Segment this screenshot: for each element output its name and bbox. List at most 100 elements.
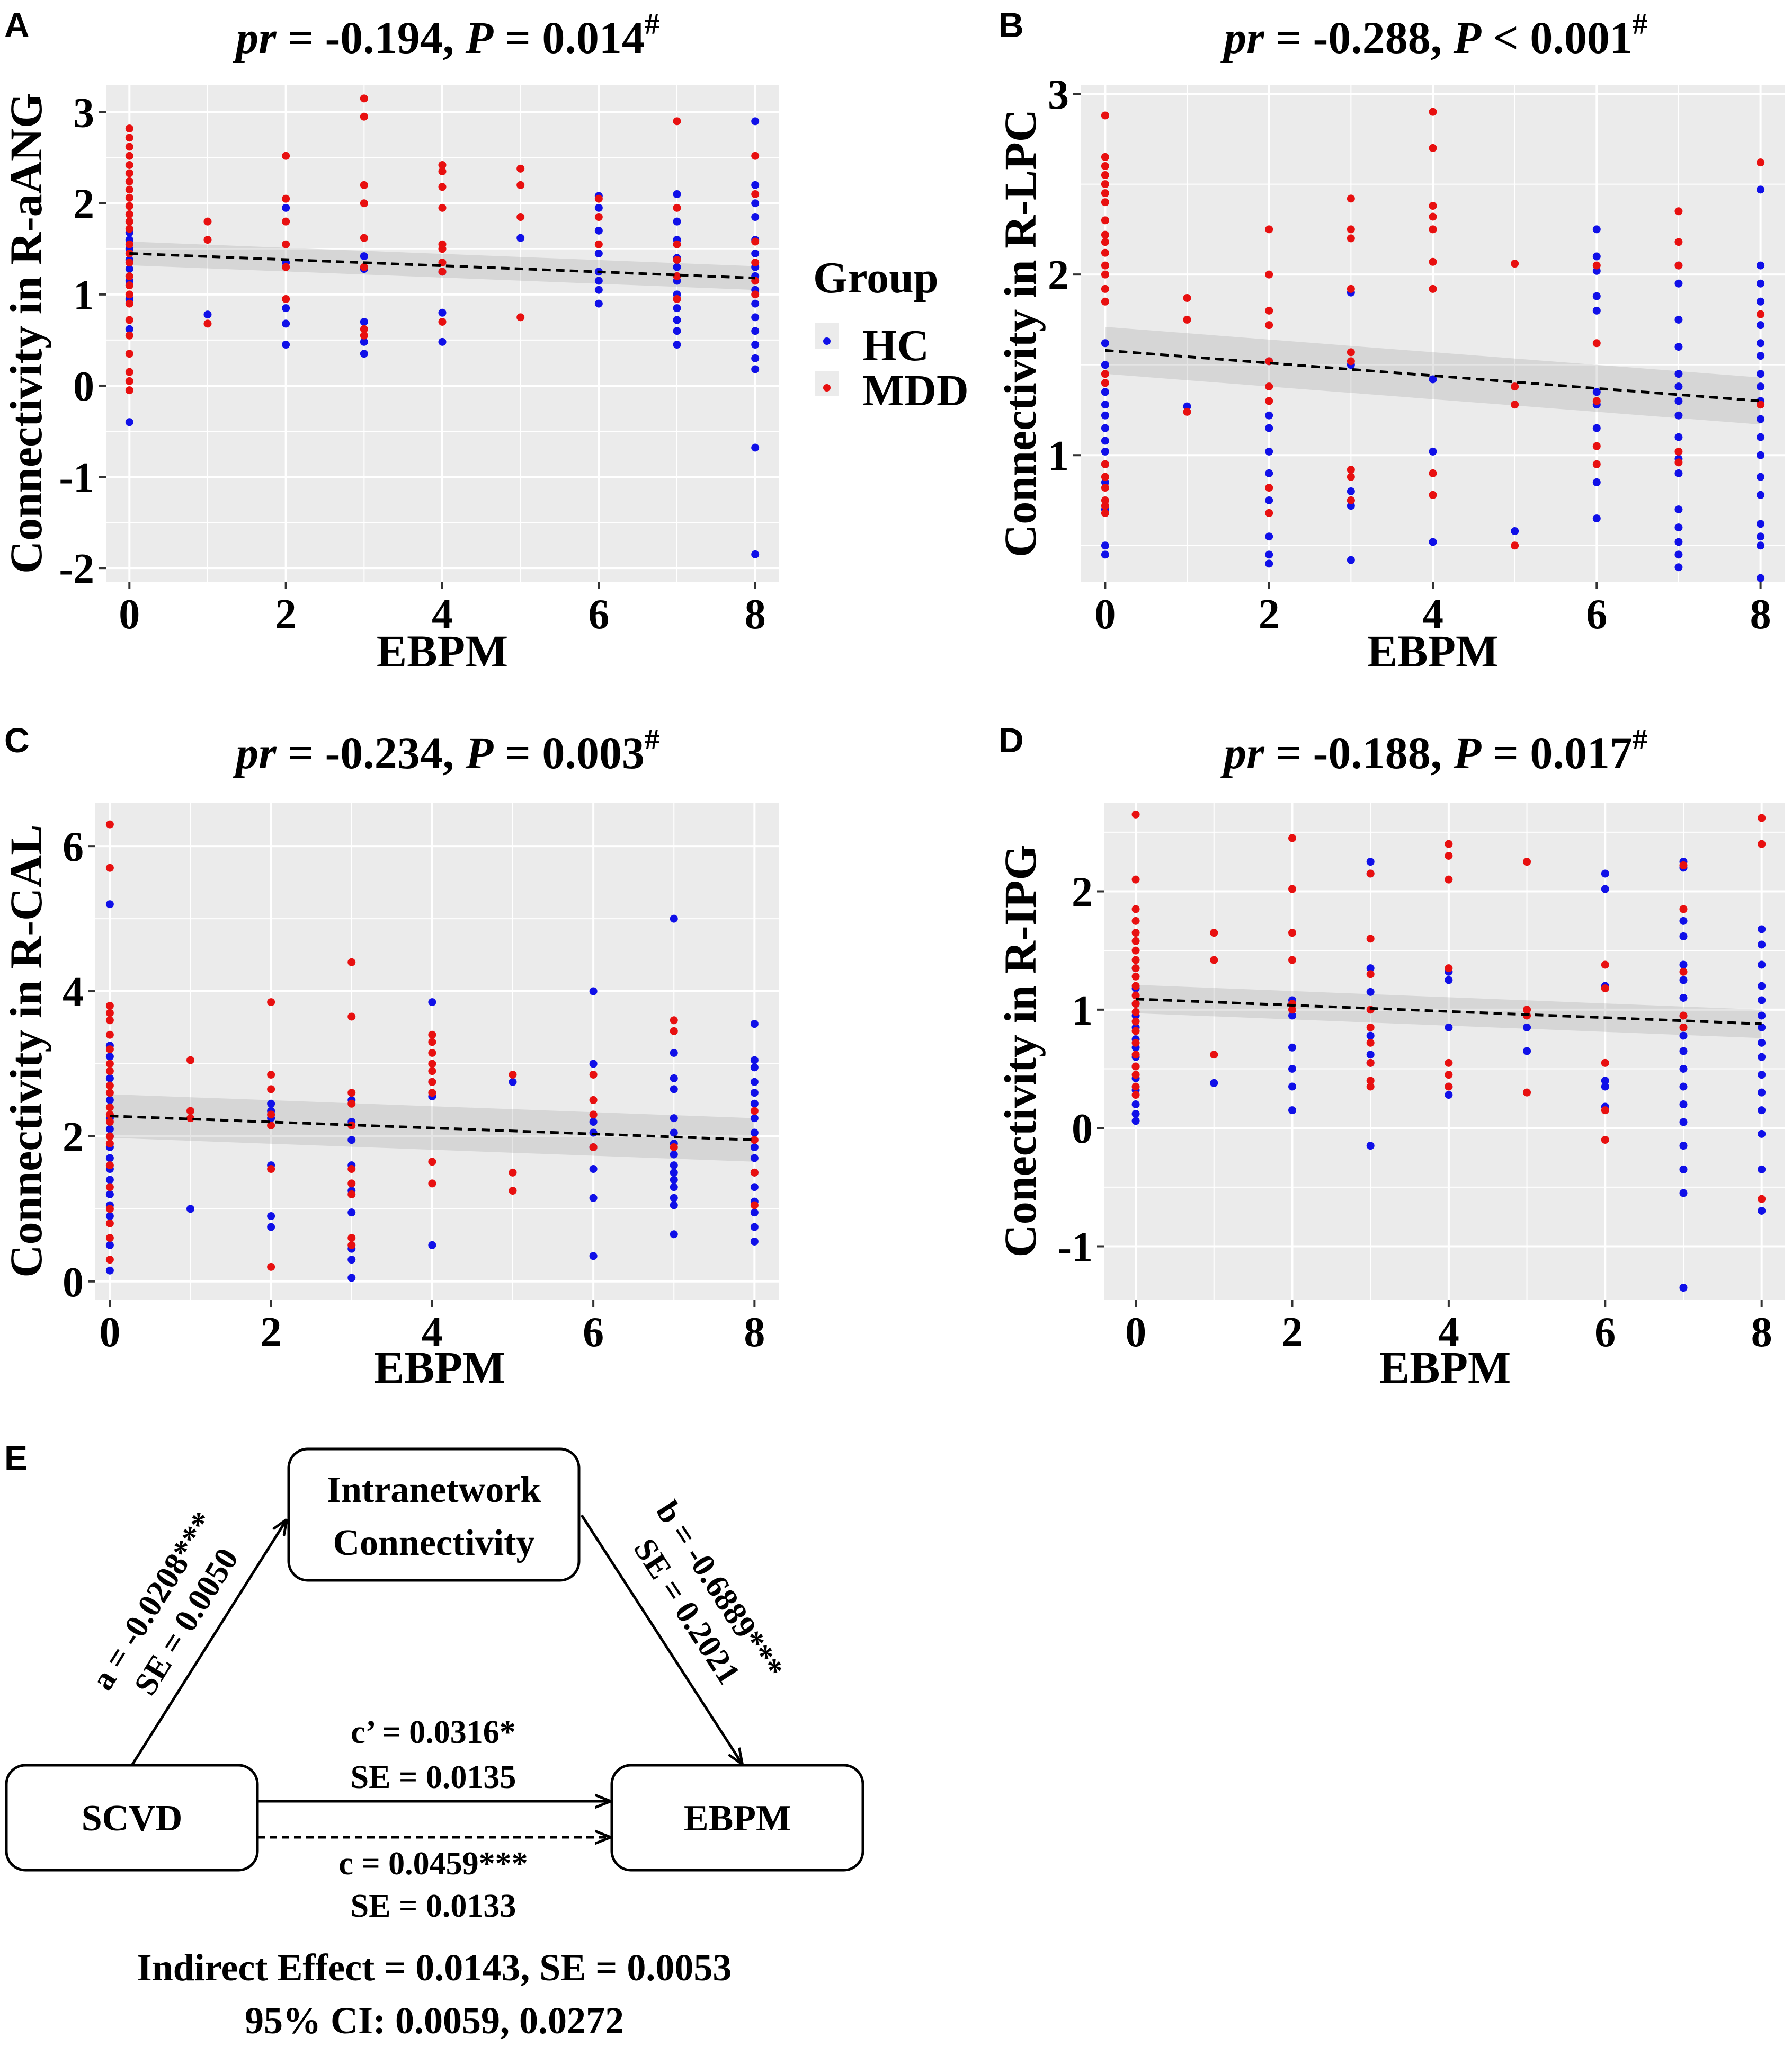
- data-point-hc: [750, 1056, 759, 1064]
- path-b-arrow: [580, 1514, 742, 1763]
- data-point-mdd: [1131, 991, 1140, 1000]
- data-point-mdd: [589, 1143, 598, 1151]
- data-point-hc: [670, 1183, 678, 1191]
- data-point-hc: [589, 1118, 598, 1126]
- data-point-mdd: [428, 1078, 436, 1086]
- data-point-mdd: [594, 240, 603, 248]
- data-point-hc: [670, 1085, 678, 1093]
- panel-c-x-axis-label: EBPM: [374, 1342, 505, 1393]
- panel-a-axes: 0 2 4 6 8 -2 -1 0 1 2 3: [59, 90, 765, 638]
- y-tick-label: 3: [73, 90, 94, 137]
- data-point-mdd: [105, 1205, 114, 1213]
- data-point-mdd: [1131, 917, 1140, 925]
- data-point-mdd: [347, 1234, 356, 1242]
- data-point-mdd: [1210, 929, 1218, 937]
- panel-b-points: [1101, 108, 1765, 582]
- data-point-hc: [750, 1128, 759, 1137]
- data-point-hc: [1757, 541, 1765, 550]
- data-point-hc: [589, 987, 598, 995]
- data-point-hc: [750, 1223, 759, 1231]
- data-point-hc: [1366, 1031, 1375, 1040]
- data-point-mdd: [1101, 509, 1109, 517]
- data-point-mdd: [438, 161, 447, 169]
- title-rel: = 0.017: [1481, 727, 1633, 778]
- data-point-hc: [1679, 1165, 1688, 1173]
- y-tick-label: 0: [1072, 1106, 1093, 1152]
- data-point-hc: [1674, 538, 1683, 546]
- data-point-hc: [1679, 1082, 1688, 1091]
- mediator-label-line2: Connectivity: [333, 1523, 534, 1563]
- title-sup: #: [645, 8, 659, 41]
- data-point-hc: [1288, 1065, 1296, 1073]
- data-point-mdd: [1592, 339, 1601, 348]
- panel-b-y-axis-label: Connectivity in R-LPC: [995, 109, 1046, 557]
- data-point-hc: [1674, 397, 1683, 405]
- data-point-mdd: [1679, 1011, 1688, 1020]
- x-tick-label: 2: [1259, 591, 1280, 638]
- data-point-hc: [1366, 1142, 1375, 1150]
- data-point-hc: [750, 1078, 759, 1086]
- data-point-mdd: [1101, 171, 1109, 180]
- data-point-hc: [1366, 1051, 1375, 1059]
- path-a-arrow: [130, 1520, 286, 1766]
- data-point-mdd: [1674, 261, 1683, 270]
- data-point-mdd: [509, 1071, 517, 1079]
- data-point-mdd: [428, 1158, 436, 1166]
- data-point-hc: [750, 1099, 759, 1108]
- data-point-mdd: [125, 169, 133, 177]
- data-point-mdd: [1757, 310, 1765, 318]
- data-point-hc: [750, 1208, 759, 1217]
- data-point-hc: [105, 1096, 114, 1104]
- data-point-mdd: [125, 193, 133, 202]
- panel-b-title: pr = -0.288, P < 0.001#: [1220, 8, 1647, 63]
- data-point-hc: [1592, 514, 1601, 523]
- data-point-hc: [1758, 996, 1766, 1004]
- data-point-mdd: [673, 203, 681, 212]
- panel-e-mediation-diagram: E Intranetwork Connectivity SCVD EBPM a …: [4, 1438, 864, 2042]
- data-point-hc: [751, 313, 760, 322]
- data-point-mdd: [1101, 230, 1109, 239]
- data-point-mdd: [750, 1107, 759, 1115]
- data-point-hc: [1679, 1142, 1688, 1150]
- data-point-mdd: [1101, 153, 1109, 161]
- data-point-mdd: [428, 1030, 436, 1039]
- data-point-mdd: [347, 958, 356, 966]
- x-tick-label: 8: [1750, 591, 1771, 638]
- data-point-mdd: [1131, 1091, 1140, 1099]
- panel-a-y-axis-label: Connectivity in R-aANG: [1, 93, 51, 574]
- data-point-mdd: [1101, 198, 1109, 207]
- data-point-hc: [673, 190, 681, 199]
- panel-d: D pr = -0.188, P = 0.017# 0 2 4 6 8 -1 0 1 2 EBP…: [995, 720, 1785, 1393]
- data-point-mdd: [750, 1136, 759, 1144]
- data-point-mdd: [1131, 1071, 1140, 1079]
- data-point-hc: [1592, 306, 1601, 315]
- data-point-hc: [751, 550, 760, 558]
- data-point-hc: [360, 317, 368, 326]
- panel-c-plot-background: [95, 803, 779, 1300]
- data-point-mdd: [1592, 261, 1601, 270]
- data-point-mdd: [125, 161, 133, 169]
- legend-label-hc: HC: [862, 321, 929, 370]
- data-point-mdd: [347, 1179, 356, 1188]
- data-point-mdd: [1511, 260, 1519, 268]
- data-point-hc: [1757, 451, 1765, 459]
- panel-d-y-axis-label: Conectivity in R-IPG: [995, 845, 1046, 1258]
- data-point-mdd: [1429, 144, 1437, 152]
- data-point-mdd: [1523, 858, 1531, 866]
- data-point-hc: [594, 286, 603, 294]
- data-point-mdd: [1183, 315, 1191, 324]
- data-point-hc: [1445, 1091, 1453, 1099]
- data-point-hc: [1429, 375, 1437, 384]
- x-tick-label: 8: [745, 591, 766, 638]
- data-point-mdd: [1131, 929, 1140, 937]
- path-c-prime-coef: c’ = 0.0316*: [351, 1714, 515, 1750]
- data-point-mdd: [1101, 460, 1109, 468]
- data-point-hc: [1758, 1106, 1766, 1115]
- data-point-mdd: [1131, 1051, 1140, 1059]
- data-point-hc: [1757, 261, 1765, 270]
- data-point-hc: [670, 914, 678, 923]
- legend: Group HC MDD: [813, 253, 969, 415]
- data-point-mdd: [1183, 293, 1191, 302]
- data-point-mdd: [1101, 162, 1109, 170]
- panel-b-axes: 0 2 4 6 8 1 2 3: [1048, 72, 1771, 638]
